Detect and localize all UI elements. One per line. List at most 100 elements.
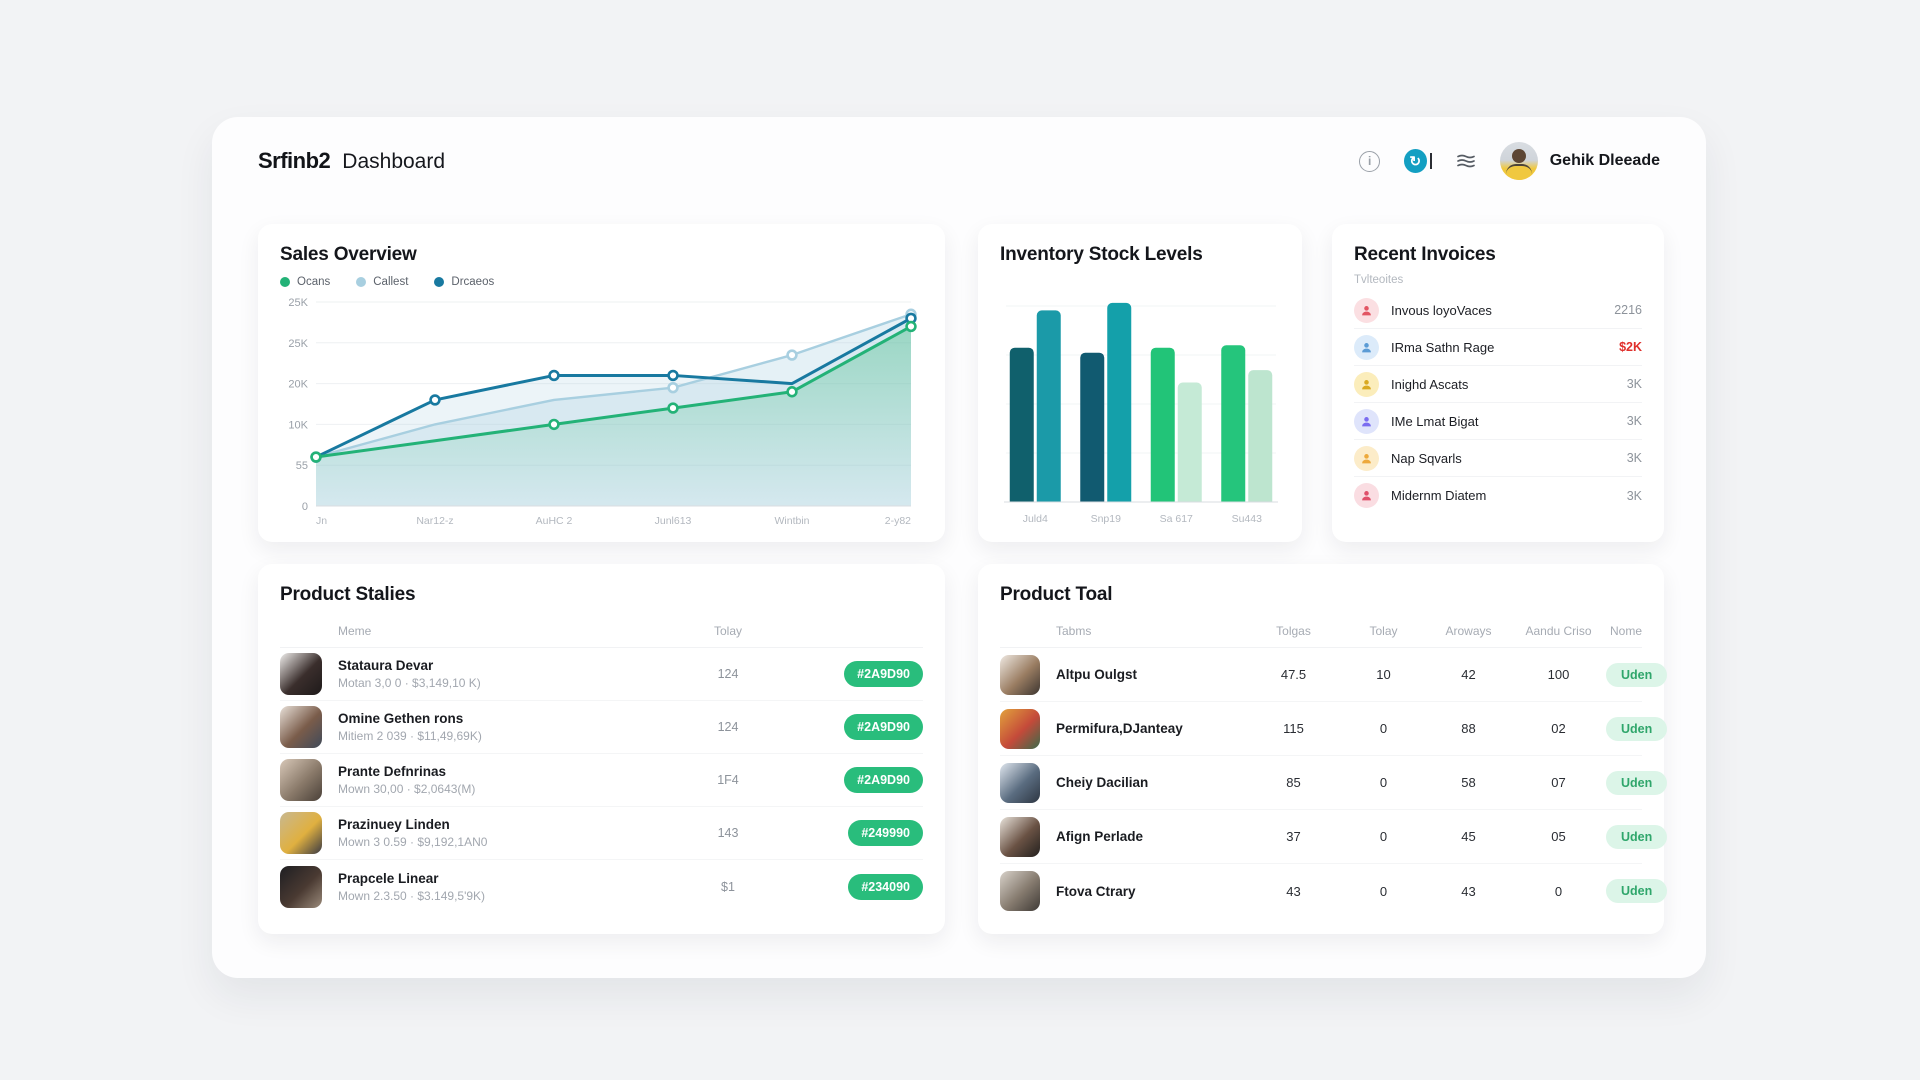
legend-label: Drcaeos [451, 276, 495, 288]
table-row[interactable]: Prazinuey Linden Mown 3 0.59 · $9,192,1AN… [280, 807, 923, 860]
table-row[interactable]: Afign Perlade 37 0 45 05 Uden [1000, 810, 1668, 864]
product-name: Altpu Oulgst [1056, 667, 1137, 682]
product-name: Omine Gethen rons [338, 711, 464, 726]
product-hex-badge: #2A9D90 [844, 714, 923, 740]
metric-value: 05 [1551, 829, 1566, 844]
svg-text:55: 55 [296, 460, 308, 472]
table-row[interactable]: Prapcele Linear Mown 2.3.50 · $3.149,5'9K… [280, 860, 923, 913]
product-avatar [280, 865, 322, 908]
legend-item-drcaeos[interactable]: Drcaeos [434, 276, 494, 288]
invoice-row[interactable]: IMe Lmat Bigat 3K [1354, 403, 1642, 440]
product-hex-badge: #2A9D90 [844, 767, 923, 793]
svg-text:Juld4: Juld4 [1023, 513, 1048, 525]
invoice-row[interactable]: Invous loyoVaces 2216 [1354, 292, 1642, 329]
invoice-name: Invous loyoVaces [1391, 302, 1492, 318]
product-name: Afign Perlade [1056, 829, 1144, 844]
sales-line-chart: 25K 25K 20K 10K 55 0 Jn Nar12-z AuHC 2 Junl613 Win… [288, 297, 917, 527]
person-icon [1354, 408, 1379, 434]
svg-text:25K: 25K [288, 338, 308, 350]
metric-value: 0 [1554, 883, 1563, 899]
person-icon [1354, 297, 1379, 323]
product-avatar [1000, 762, 1040, 803]
metric-value: 47.5 [1280, 667, 1307, 682]
legend-label: Callest [373, 276, 409, 288]
metric-value: 0 [1379, 829, 1388, 844]
legend-item-callest[interactable]: Callest [356, 276, 408, 288]
status-badge: Uden [1606, 879, 1668, 903]
table-row[interactable]: Omine Gethen rons Mitiem 2 039 · $11,49,6… [280, 701, 923, 754]
table-row[interactable]: Prante Defnrinas Mown 30,00 · $2,0643(M) 1… [280, 754, 923, 807]
inventory-bar-chart: Juld4 Snp19 Sa 617 Su443 [1004, 302, 1278, 525]
invoice-row[interactable]: Inighd Ascats 3K [1354, 366, 1642, 403]
col-header-qty: Tolay [713, 623, 742, 638]
svg-text:2-y82: 2-y82 [885, 515, 911, 527]
table-row[interactable]: Permifura,DJanteay 115 0 88 02 Uden [1000, 702, 1668, 756]
metric-value: 10 [1376, 667, 1391, 682]
recent-invoices-title: Recent Invoices [1354, 244, 1496, 265]
app-circle-icon[interactable]: ↻ [1403, 147, 1432, 175]
product-name: Prapcele Linear [338, 870, 439, 886]
col-header-tolgas: Tolgas [1276, 623, 1311, 638]
sliders-icon[interactable] [1452, 147, 1480, 175]
col-header-name: Meme [338, 623, 372, 638]
user-menu[interactable]: Gehik Dleeade [1499, 142, 1660, 180]
product-name: Prazinuey Linden [338, 817, 450, 832]
invoice-amount: 3K [1626, 488, 1642, 503]
svg-text:10K: 10K [288, 419, 308, 431]
invoice-amount: 3K [1626, 414, 1642, 428]
product-subtitle: Motan 3,0 0 · $3,149,10 K) [338, 676, 481, 690]
stalies-table-body: Stataura Devar Motan 3,0 0 · $3,149,10 K)… [280, 648, 923, 913]
svg-text:AuHC 2: AuHC 2 [536, 515, 573, 527]
legend-item-ocans[interactable]: Ocans [280, 276, 330, 288]
product-avatar [1000, 816, 1040, 857]
stalies-table-header: Meme Tolay [280, 614, 923, 648]
product-name: Prante Defnrinas [338, 764, 447, 779]
invoice-list: Invous loyoVaces 2216 IRma Sathn Rage $2K In… [1354, 292, 1642, 514]
main-panel: Srfinb2 Dashboard i ↻ Gehik Dle [212, 117, 1706, 978]
svg-text:Su443: Su443 [1232, 513, 1263, 525]
user-name: Gehik Dleeade [1549, 152, 1660, 169]
recent-invoices-card: Recent Invoices Tvlteoites Invous loyoVa… [1332, 224, 1664, 542]
sales-overview-title: Sales Overview [280, 244, 417, 265]
table-row[interactable]: Stataura Devar Motan 3,0 0 · $3,149,10 K)… [280, 648, 923, 701]
metric-value: 37 [1286, 829, 1301, 844]
table-row[interactable]: Cheiy Dacilian 85 0 58 07 Uden [1000, 756, 1668, 810]
metric-value: 0 [1379, 883, 1388, 899]
toal-table-header: Tabms Tolgas Tolay Aroways Aandu Criso Nome [1000, 614, 1642, 648]
inventory-title: Inventory Stock Levels [1000, 244, 1203, 265]
info-icon[interactable]: i [1356, 147, 1384, 175]
legend-dot [280, 277, 290, 287]
col-header-aandu-criso: Aandu Criso [1525, 623, 1592, 638]
product-subtitle: Mown 30,00 · $2,0643(M) [338, 782, 476, 796]
svg-text:Wintbin: Wintbin [774, 515, 809, 527]
product-qty: 124 [717, 667, 739, 681]
product-avatar [280, 812, 322, 854]
product-hex-badge: #234090 [848, 873, 923, 900]
metric-value: 88 [1461, 721, 1476, 736]
table-row[interactable]: Altpu Oulgst 47.5 10 42 100 Uden [1000, 648, 1668, 702]
product-name: Cheiy Dacilian [1056, 775, 1149, 790]
product-qty: 1F4 [717, 773, 739, 787]
invoice-row[interactable]: IRma Sathn Rage $2K [1354, 329, 1642, 366]
logo-text: Srfinb2 [258, 148, 331, 173]
product-subtitle: Mown 2.3.50 · $3.149,5'9K) [338, 888, 486, 903]
product-qty: 143 [717, 826, 739, 840]
invoice-amount: 2216 [1614, 303, 1642, 317]
product-avatar [1000, 654, 1040, 695]
col-header-aroways: Aroways [1445, 623, 1492, 638]
product-stalies-card: Product Stalies Meme Tolay Stataura Deva… [258, 564, 945, 934]
metric-value: 42 [1461, 667, 1476, 682]
status-badge: Uden [1606, 770, 1668, 795]
invoice-amount: 3K [1626, 451, 1642, 465]
product-stalies-title: Product Stalies [280, 584, 416, 605]
invoice-row[interactable]: Nap Sqvarls 3K [1354, 440, 1642, 477]
person-icon [1354, 334, 1379, 360]
recent-invoices-subtitle: Tvlteoites [1354, 274, 1404, 286]
person-icon [1354, 483, 1379, 508]
table-row[interactable]: Ftova Ctrary 43 0 43 0 Uden [1000, 864, 1668, 918]
product-avatar [280, 653, 322, 695]
status-badge: Uden [1606, 662, 1668, 687]
invoice-name: Midernm Diatem [1391, 488, 1487, 503]
invoice-row[interactable]: Midernm Diatem 3K [1354, 477, 1642, 514]
